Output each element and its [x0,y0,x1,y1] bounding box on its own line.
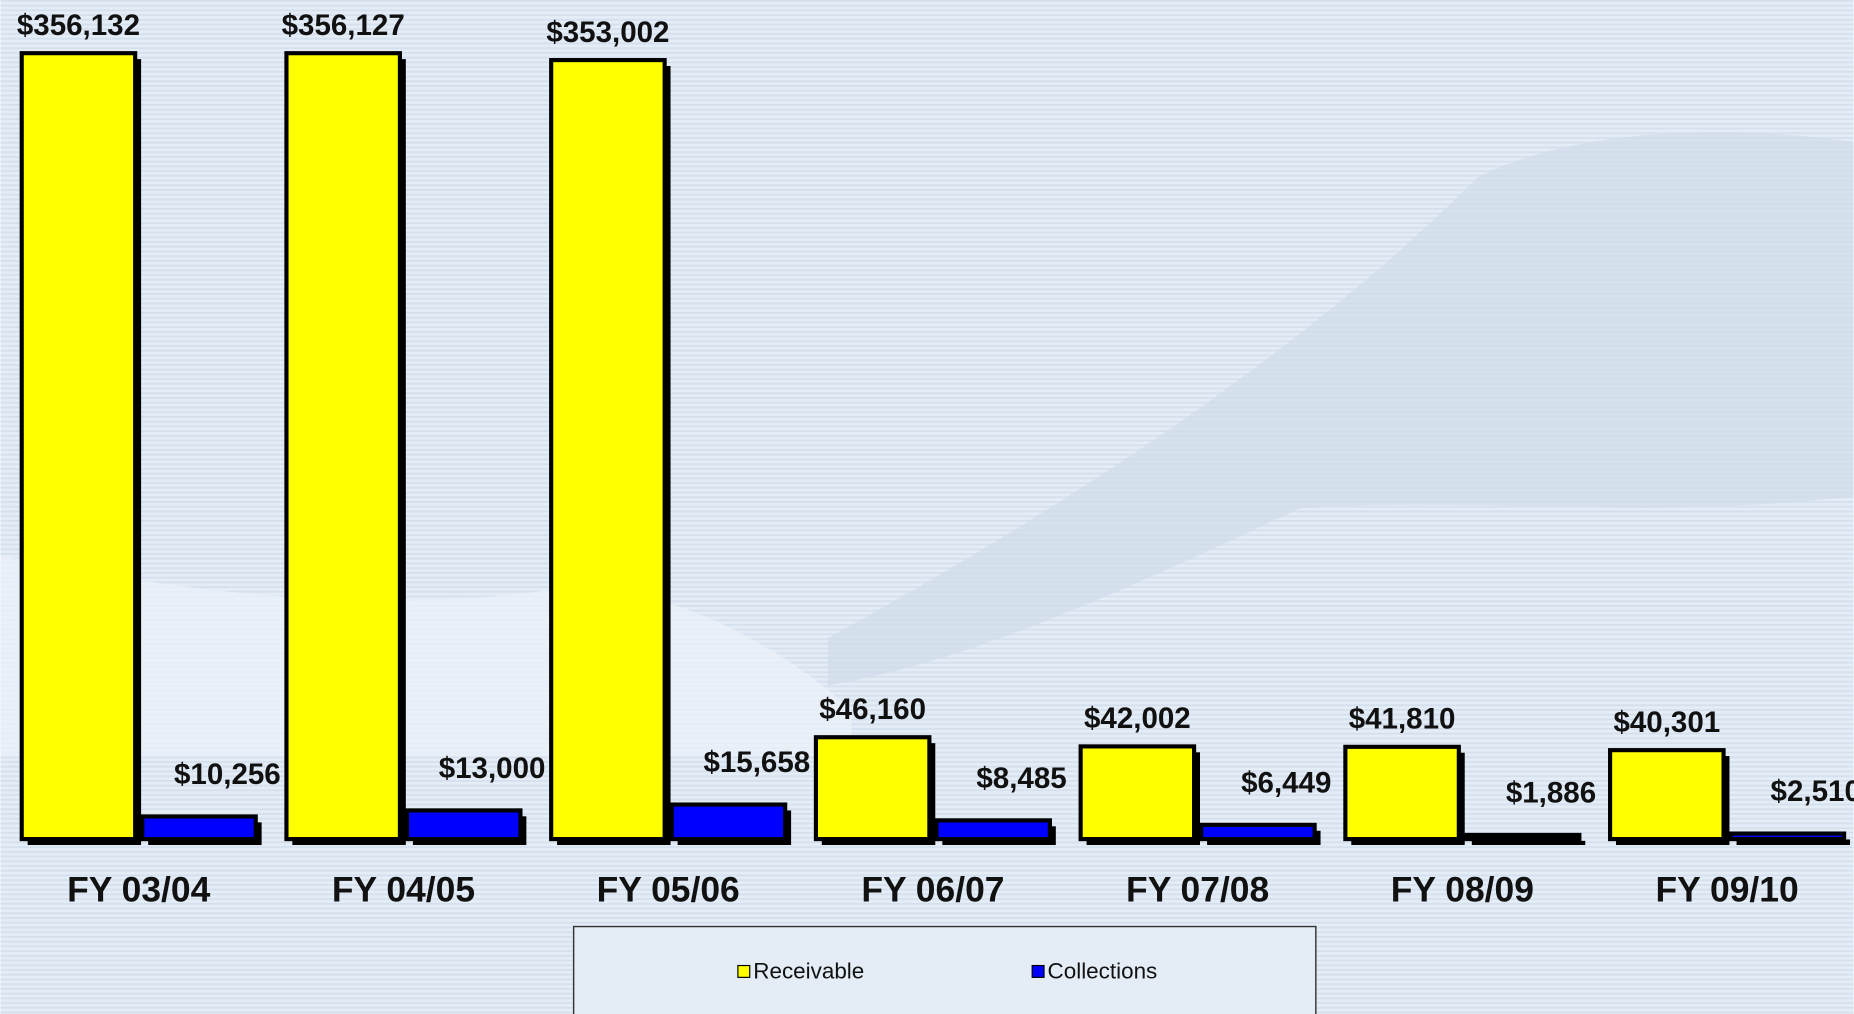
data-label: $6,449 [1241,766,1331,799]
data-label: $353,002 [546,16,669,49]
x-tick-label: FY 09/10 [1656,870,1799,910]
data-label: $1,886 [1506,777,1596,810]
bar-shadow [1736,839,1850,845]
x-tick-label: FY 06/07 [861,870,1004,910]
legend-swatch [737,964,751,978]
bar [549,58,667,842]
bar [934,818,1052,842]
bar [284,51,402,842]
bar [1078,744,1197,842]
bar [1463,832,1582,842]
data-label: $40,301 [1613,706,1720,739]
legend-label: Receivable [753,959,864,984]
data-label: $10,256 [174,758,281,791]
bar [1343,744,1461,842]
bar-shadow [1471,840,1586,845]
x-tick-label: FY 07/08 [1126,870,1269,910]
bar [1199,822,1317,842]
legend-swatch [1031,964,1045,978]
x-tick-label: FY 04/05 [332,870,475,910]
bar [19,51,138,842]
legend-box [572,925,1317,1014]
bar [404,808,523,842]
data-label: $41,810 [1349,703,1456,736]
bar [813,735,932,842]
bar [1728,831,1847,842]
data-label: $15,658 [703,746,810,779]
bar [669,802,788,842]
data-label: $13,000 [439,752,546,785]
data-label: $356,127 [282,9,405,42]
bar [1608,748,1726,842]
data-label: $356,132 [17,9,140,42]
data-label: $46,160 [819,693,926,726]
data-label: $2,510 [1771,775,1854,808]
x-tick-label: FY 03/04 [67,870,210,910]
data-label: $8,485 [976,762,1066,795]
x-tick-label: FY 08/09 [1391,870,1534,910]
legend-label: Collections [1048,959,1158,984]
background-shape [827,132,1854,686]
bar [140,814,258,842]
x-tick-label: FY 05/06 [597,870,740,910]
data-label: $42,002 [1084,702,1191,735]
